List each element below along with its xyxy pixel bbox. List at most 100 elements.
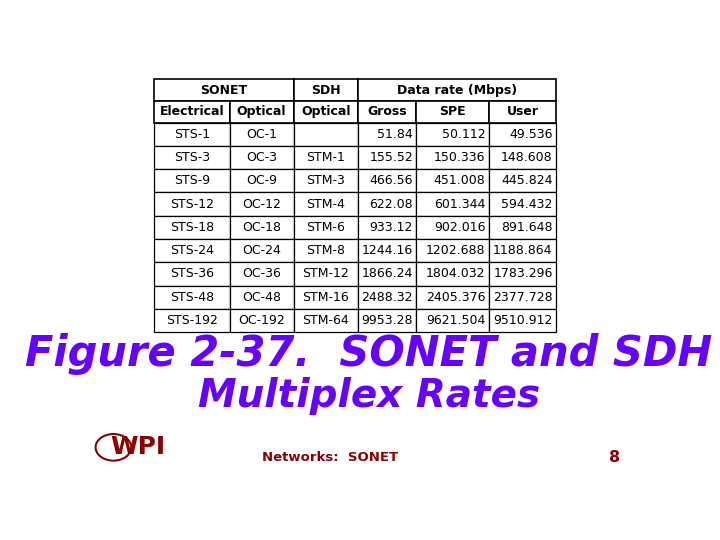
Bar xyxy=(489,216,556,239)
Text: 601.344: 601.344 xyxy=(434,198,485,211)
Text: Optical: Optical xyxy=(237,105,287,118)
Bar xyxy=(230,239,294,262)
Bar xyxy=(416,309,489,332)
Text: Figure 2-37.  SONET and SDH: Figure 2-37. SONET and SDH xyxy=(25,333,713,375)
Text: OC-48: OC-48 xyxy=(242,291,281,303)
Bar xyxy=(230,216,294,239)
Text: STS-12: STS-12 xyxy=(170,198,214,211)
Bar xyxy=(416,216,489,239)
Text: 1188.864: 1188.864 xyxy=(493,244,552,257)
Bar xyxy=(230,169,294,192)
Bar xyxy=(154,262,230,286)
Bar xyxy=(154,216,230,239)
Bar xyxy=(358,262,416,286)
Bar xyxy=(294,216,358,239)
Bar xyxy=(358,239,416,262)
Bar xyxy=(230,101,294,123)
Text: SONET: SONET xyxy=(200,84,248,97)
Text: 49.536: 49.536 xyxy=(509,128,552,141)
Text: 8: 8 xyxy=(609,450,620,465)
Text: SDH: SDH xyxy=(311,84,341,97)
Text: 9510.912: 9510.912 xyxy=(493,314,552,327)
Bar xyxy=(294,262,358,286)
Bar xyxy=(358,192,416,216)
Bar xyxy=(154,192,230,216)
Text: 1804.032: 1804.032 xyxy=(426,267,485,280)
Bar xyxy=(358,79,556,101)
Text: 622.08: 622.08 xyxy=(369,198,413,211)
Bar xyxy=(416,169,489,192)
Text: 2377.728: 2377.728 xyxy=(493,291,552,303)
Bar xyxy=(294,169,358,192)
Bar xyxy=(416,101,489,123)
Bar xyxy=(154,79,294,101)
Text: Networks:  SONET: Networks: SONET xyxy=(262,451,398,464)
Bar xyxy=(416,123,489,146)
Bar xyxy=(230,286,294,309)
Bar xyxy=(358,101,416,123)
Text: STM-1: STM-1 xyxy=(306,151,345,164)
Text: STM-8: STM-8 xyxy=(306,244,346,257)
Text: 933.12: 933.12 xyxy=(369,221,413,234)
Bar xyxy=(358,169,416,192)
Text: Data rate (Mbps): Data rate (Mbps) xyxy=(397,84,517,97)
Text: STS-36: STS-36 xyxy=(170,267,214,280)
Text: STS-18: STS-18 xyxy=(170,221,214,234)
Text: 891.648: 891.648 xyxy=(501,221,552,234)
Bar xyxy=(154,169,230,192)
Text: OC-24: OC-24 xyxy=(242,244,281,257)
Bar xyxy=(489,123,556,146)
Text: 150.336: 150.336 xyxy=(434,151,485,164)
Text: STS-192: STS-192 xyxy=(166,314,217,327)
Text: STM-6: STM-6 xyxy=(306,221,345,234)
Text: Optical: Optical xyxy=(301,105,351,118)
Bar xyxy=(358,146,416,169)
Text: STM-12: STM-12 xyxy=(302,267,349,280)
Bar xyxy=(489,239,556,262)
Bar xyxy=(154,101,230,123)
Bar xyxy=(154,123,230,146)
Text: 155.52: 155.52 xyxy=(369,151,413,164)
Text: 594.432: 594.432 xyxy=(501,198,552,211)
Text: 51.84: 51.84 xyxy=(377,128,413,141)
Text: OC-192: OC-192 xyxy=(238,314,285,327)
Bar xyxy=(294,286,358,309)
Text: 902.016: 902.016 xyxy=(434,221,485,234)
Text: OC-3: OC-3 xyxy=(246,151,277,164)
Bar xyxy=(294,309,358,332)
Text: 1202.688: 1202.688 xyxy=(426,244,485,257)
Bar xyxy=(489,192,556,216)
Text: 1783.296: 1783.296 xyxy=(493,267,552,280)
Bar xyxy=(416,262,489,286)
Text: OC-36: OC-36 xyxy=(242,267,281,280)
Bar xyxy=(230,309,294,332)
Bar xyxy=(230,262,294,286)
Text: OC-18: OC-18 xyxy=(242,221,281,234)
Bar xyxy=(489,309,556,332)
Text: Electrical: Electrical xyxy=(160,105,224,118)
Bar xyxy=(154,309,230,332)
Bar xyxy=(294,239,358,262)
Text: STM-3: STM-3 xyxy=(306,174,345,187)
Text: WPI: WPI xyxy=(110,435,165,460)
Text: STM-64: STM-64 xyxy=(302,314,349,327)
Bar xyxy=(294,101,358,123)
Text: OC-1: OC-1 xyxy=(246,128,277,141)
Text: Gross: Gross xyxy=(367,105,407,118)
Text: 451.008: 451.008 xyxy=(434,174,485,187)
Text: 2405.376: 2405.376 xyxy=(426,291,485,303)
Text: 9621.504: 9621.504 xyxy=(426,314,485,327)
Bar xyxy=(358,286,416,309)
Bar xyxy=(154,146,230,169)
Bar xyxy=(489,101,556,123)
Text: 2488.32: 2488.32 xyxy=(361,291,413,303)
Bar xyxy=(230,192,294,216)
Bar xyxy=(416,286,489,309)
Bar xyxy=(416,146,489,169)
Bar xyxy=(294,123,358,146)
Text: Multiplex Rates: Multiplex Rates xyxy=(198,377,540,415)
Bar xyxy=(230,123,294,146)
Bar xyxy=(294,192,358,216)
Text: STM-16: STM-16 xyxy=(302,291,349,303)
Bar xyxy=(489,169,556,192)
